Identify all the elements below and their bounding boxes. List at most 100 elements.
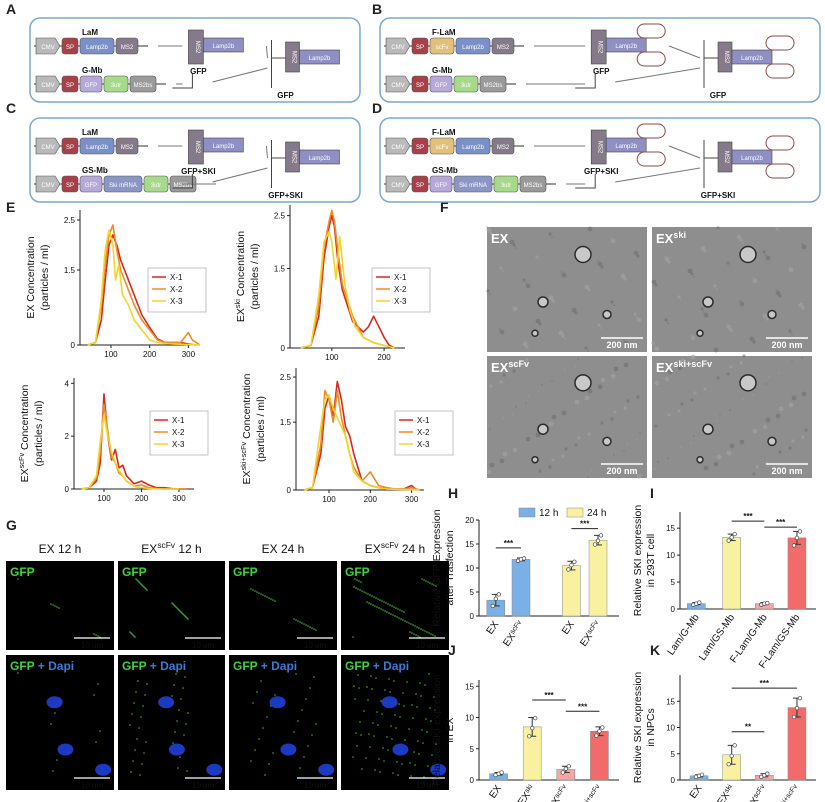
gfp-dot [435,743,437,745]
em-texture [801,357,803,359]
em-texture [667,260,671,264]
merge-label: GFP + Dapi [122,659,186,673]
merge-label-dapi: + Dapi [38,659,74,673]
part-gfp [79,175,103,193]
em-texture [597,261,603,267]
part-ms2bs [129,75,157,93]
part-label: CMV [41,45,54,51]
fluor-background [229,561,337,650]
gfp-dot [374,769,376,771]
bar [590,731,609,781]
em-texture [538,322,542,326]
gfp-dot [133,702,135,704]
arrow [669,145,701,159]
em-texture [636,317,642,323]
gfp-label: GFP [233,565,258,579]
y-tick-label: 2.5 [280,373,292,382]
gfp-dot [428,632,430,634]
scale-bar-label: 10 um [192,641,215,650]
gfp-dot [293,618,295,620]
lamp2b-block [731,49,773,65]
em-texture [775,289,777,291]
em-image-0: EX 200 nm [486,226,647,352]
scale-bar-label: 10 um [304,781,327,790]
part-cmv [385,175,411,193]
em-texture [515,362,519,366]
gfp-dot [401,763,403,765]
gfp-dot [171,602,173,604]
em-texture [667,369,673,375]
em-texture [512,243,516,247]
em-image-1: EXski 200 nm [651,226,812,353]
gfp-dot [427,581,429,583]
significance-stars: *** [504,539,514,548]
ms2-label: MS2 [194,141,200,154]
gfp-dot [132,634,134,636]
em-texture [538,391,540,393]
panel-letter-H: H [448,485,458,501]
y-tick-label: 0 [470,776,475,785]
ms2-label: MS2 [723,151,729,164]
category-label-sup: ski+scFv [580,783,602,802]
part-label: SP [416,45,424,51]
em-label-base: EX [491,231,509,246]
em-label-sup: ski [673,230,686,240]
gfp-dot [356,745,358,747]
gfp-dot [358,687,360,689]
x-tick-label: 100 [322,495,336,504]
gfp-dot [413,751,415,753]
em-texture [778,294,782,298]
scale-bar-label: 200 nm [771,466,802,476]
em-texture [620,273,626,279]
em-texture [791,395,797,401]
gfp-dot [141,584,143,586]
legend-label: X-3 [172,440,185,449]
y-tick-label: 5 [470,745,475,754]
gfp-dot [417,635,419,637]
part-cmv [385,137,411,155]
part-label: CMV [391,145,404,151]
y-tick-label: 0 [470,612,475,621]
em-texture [486,226,488,228]
data-point [726,538,731,543]
em-texture [651,279,657,285]
merge-label-dapi: + Dapi [261,659,297,673]
em-texture [610,417,614,421]
gfp-dot [406,621,408,623]
gfp-dot [182,687,184,689]
part-label: MS2bs [484,83,503,89]
category-label-base: EX [745,795,762,802]
data-point [521,556,527,561]
gfp-dot [392,772,394,774]
merge-label: GFP + Dapi [233,659,297,673]
gfp-dot [177,608,179,610]
x-tick-label: 200 [135,494,149,503]
gfp-dot [360,581,362,583]
gfp-dot [50,603,52,605]
em-texture [654,424,658,428]
rna-hairpin [575,174,596,189]
em-texture [752,278,758,284]
em-texture [633,250,639,256]
part-lamp2b [455,137,491,155]
y-axis-label-2: in 293T cell [645,534,657,588]
part-sp [61,137,79,155]
lamp2b-block [731,149,773,165]
em-texture [765,417,771,423]
em-texture [587,476,589,478]
gfp-dot [360,734,362,736]
part-cmv [35,75,61,93]
em-texture [600,265,604,269]
part-label: CMV [391,183,404,189]
gfp-dot [172,603,174,605]
legend-label: X-3 [170,297,183,306]
part-label: Ski mRNA [459,183,487,189]
y-axis-label-base: EX [235,308,247,322]
gfp-dot [369,746,371,748]
fluor-gfp-image: GFP 10 um [6,561,114,650]
x-tick-label: 200 [377,353,391,362]
data-point [594,733,599,738]
part-label: 3utr [111,83,121,89]
gfp-dot [431,583,433,585]
gfp-dot [393,606,395,608]
